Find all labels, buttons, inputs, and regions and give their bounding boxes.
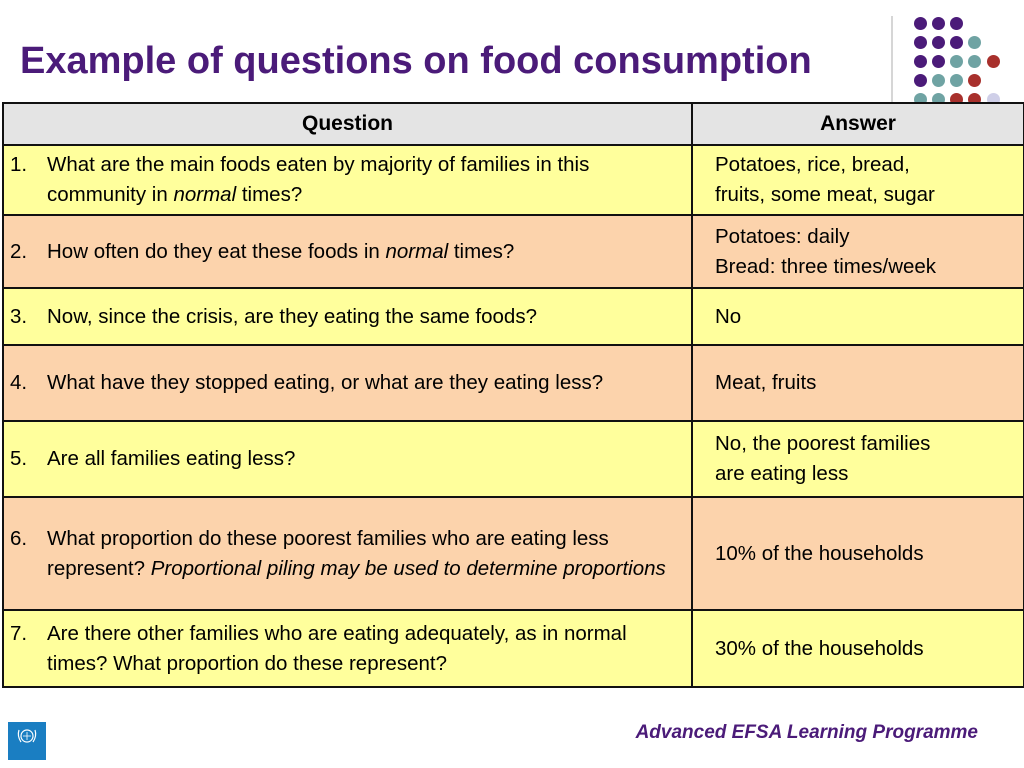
question-number: 1. [10,153,28,176]
title-divider [891,16,893,104]
question-text: How often do they eat these foods in nor… [47,239,515,263]
wfp-logo [8,722,46,760]
question-number: 3. [10,304,28,328]
dot [987,55,1000,68]
questions-table: Question Answer 1. What are the main foo… [2,102,1024,688]
dot [914,74,927,87]
answer-text: Meat, fruits [715,371,817,394]
answer-text: Bread: three times/week [715,254,937,278]
answer-text: are eating less [715,462,849,485]
answer-cell: No, the poorest families are eating less [691,420,1024,498]
answer-cell: 30% of the households [691,609,1024,688]
answer-text: Potatoes: daily [715,224,850,248]
question-cell: 2. How often do they eat these foods in … [2,214,693,289]
answer-cell: Potatoes: daily Bread: three times/week [691,214,1024,289]
dot [932,36,945,49]
question-cell: 4. What have they stopped eating, or wha… [2,344,693,422]
question-number: 4. [10,371,28,394]
question-column-header: Question [2,102,693,146]
question-number: 7. [10,621,28,645]
dot [932,55,945,68]
dot [950,36,963,49]
answer-cell: Potatoes, rice, bread, fruits, some meat… [691,144,1024,216]
slide-title: Example of questions on food consumption [20,40,812,82]
answer-cell: Meat, fruits [691,344,1024,422]
table-row: 7. Are there other families who are eati… [2,609,1024,688]
table-row: 4. What have they stopped eating, or wha… [2,344,1024,422]
dot [932,74,945,87]
question-cell: 5. Are all families eating less? [2,420,693,498]
table-row: 6. What proportion do these poorest fami… [2,496,1024,611]
answer-text: No [715,304,742,328]
table-row: 2. How often do they eat these foods in … [2,214,1024,289]
table-row: 1. What are the main foods eaten by majo… [2,144,1024,216]
answer-text: 10% of the households [715,541,924,565]
dot [914,55,927,68]
dot [950,55,963,68]
dot [914,36,927,49]
question-cell: 1. What are the main foods eaten by majo… [2,144,693,216]
answer-text: 30% of the households [715,636,924,660]
table-row: 3. Now, since the crisis, are they eatin… [2,287,1024,346]
table-row: 5. Are all families eating less? No, the… [2,420,1024,498]
dot [968,74,981,87]
answer-column-header: Answer [691,102,1024,146]
table-header-row: Question Answer [2,102,1024,146]
question-text: What are the main foods eaten by majorit… [47,153,590,206]
question-text: Are there other families who are eating … [47,621,627,675]
dot [968,36,981,49]
answer-text: Potatoes, rice, bread, [715,153,910,176]
question-text: Are all families eating less? [47,447,296,470]
question-text: Now, since the crisis, are they eating t… [47,304,537,328]
question-cell: 3. Now, since the crisis, are they eatin… [2,287,693,346]
question-cell: 7. Are there other families who are eati… [2,609,693,688]
question-number: 6. [10,526,28,550]
answer-cell: 10% of the households [691,496,1024,611]
question-cell: 6. What proportion do these poorest fami… [2,496,693,611]
dot [950,74,963,87]
answer-text: No, the poorest families [715,432,931,455]
wfp-wheat-logo-icon [17,729,37,743]
answer-cell: No [691,287,1024,346]
answer-text: fruits, some meat, sugar [715,183,935,206]
question-number: 5. [10,447,28,470]
question-text: What have they stopped eating, or what a… [47,371,604,394]
dot [968,55,981,68]
question-text: What proportion do these poorest familie… [47,526,666,580]
footer-programme-name: Advanced EFSA Learning Programme [635,722,978,743]
dot [914,17,927,30]
question-number: 2. [10,239,28,263]
dot [932,17,945,30]
dot [950,17,963,30]
